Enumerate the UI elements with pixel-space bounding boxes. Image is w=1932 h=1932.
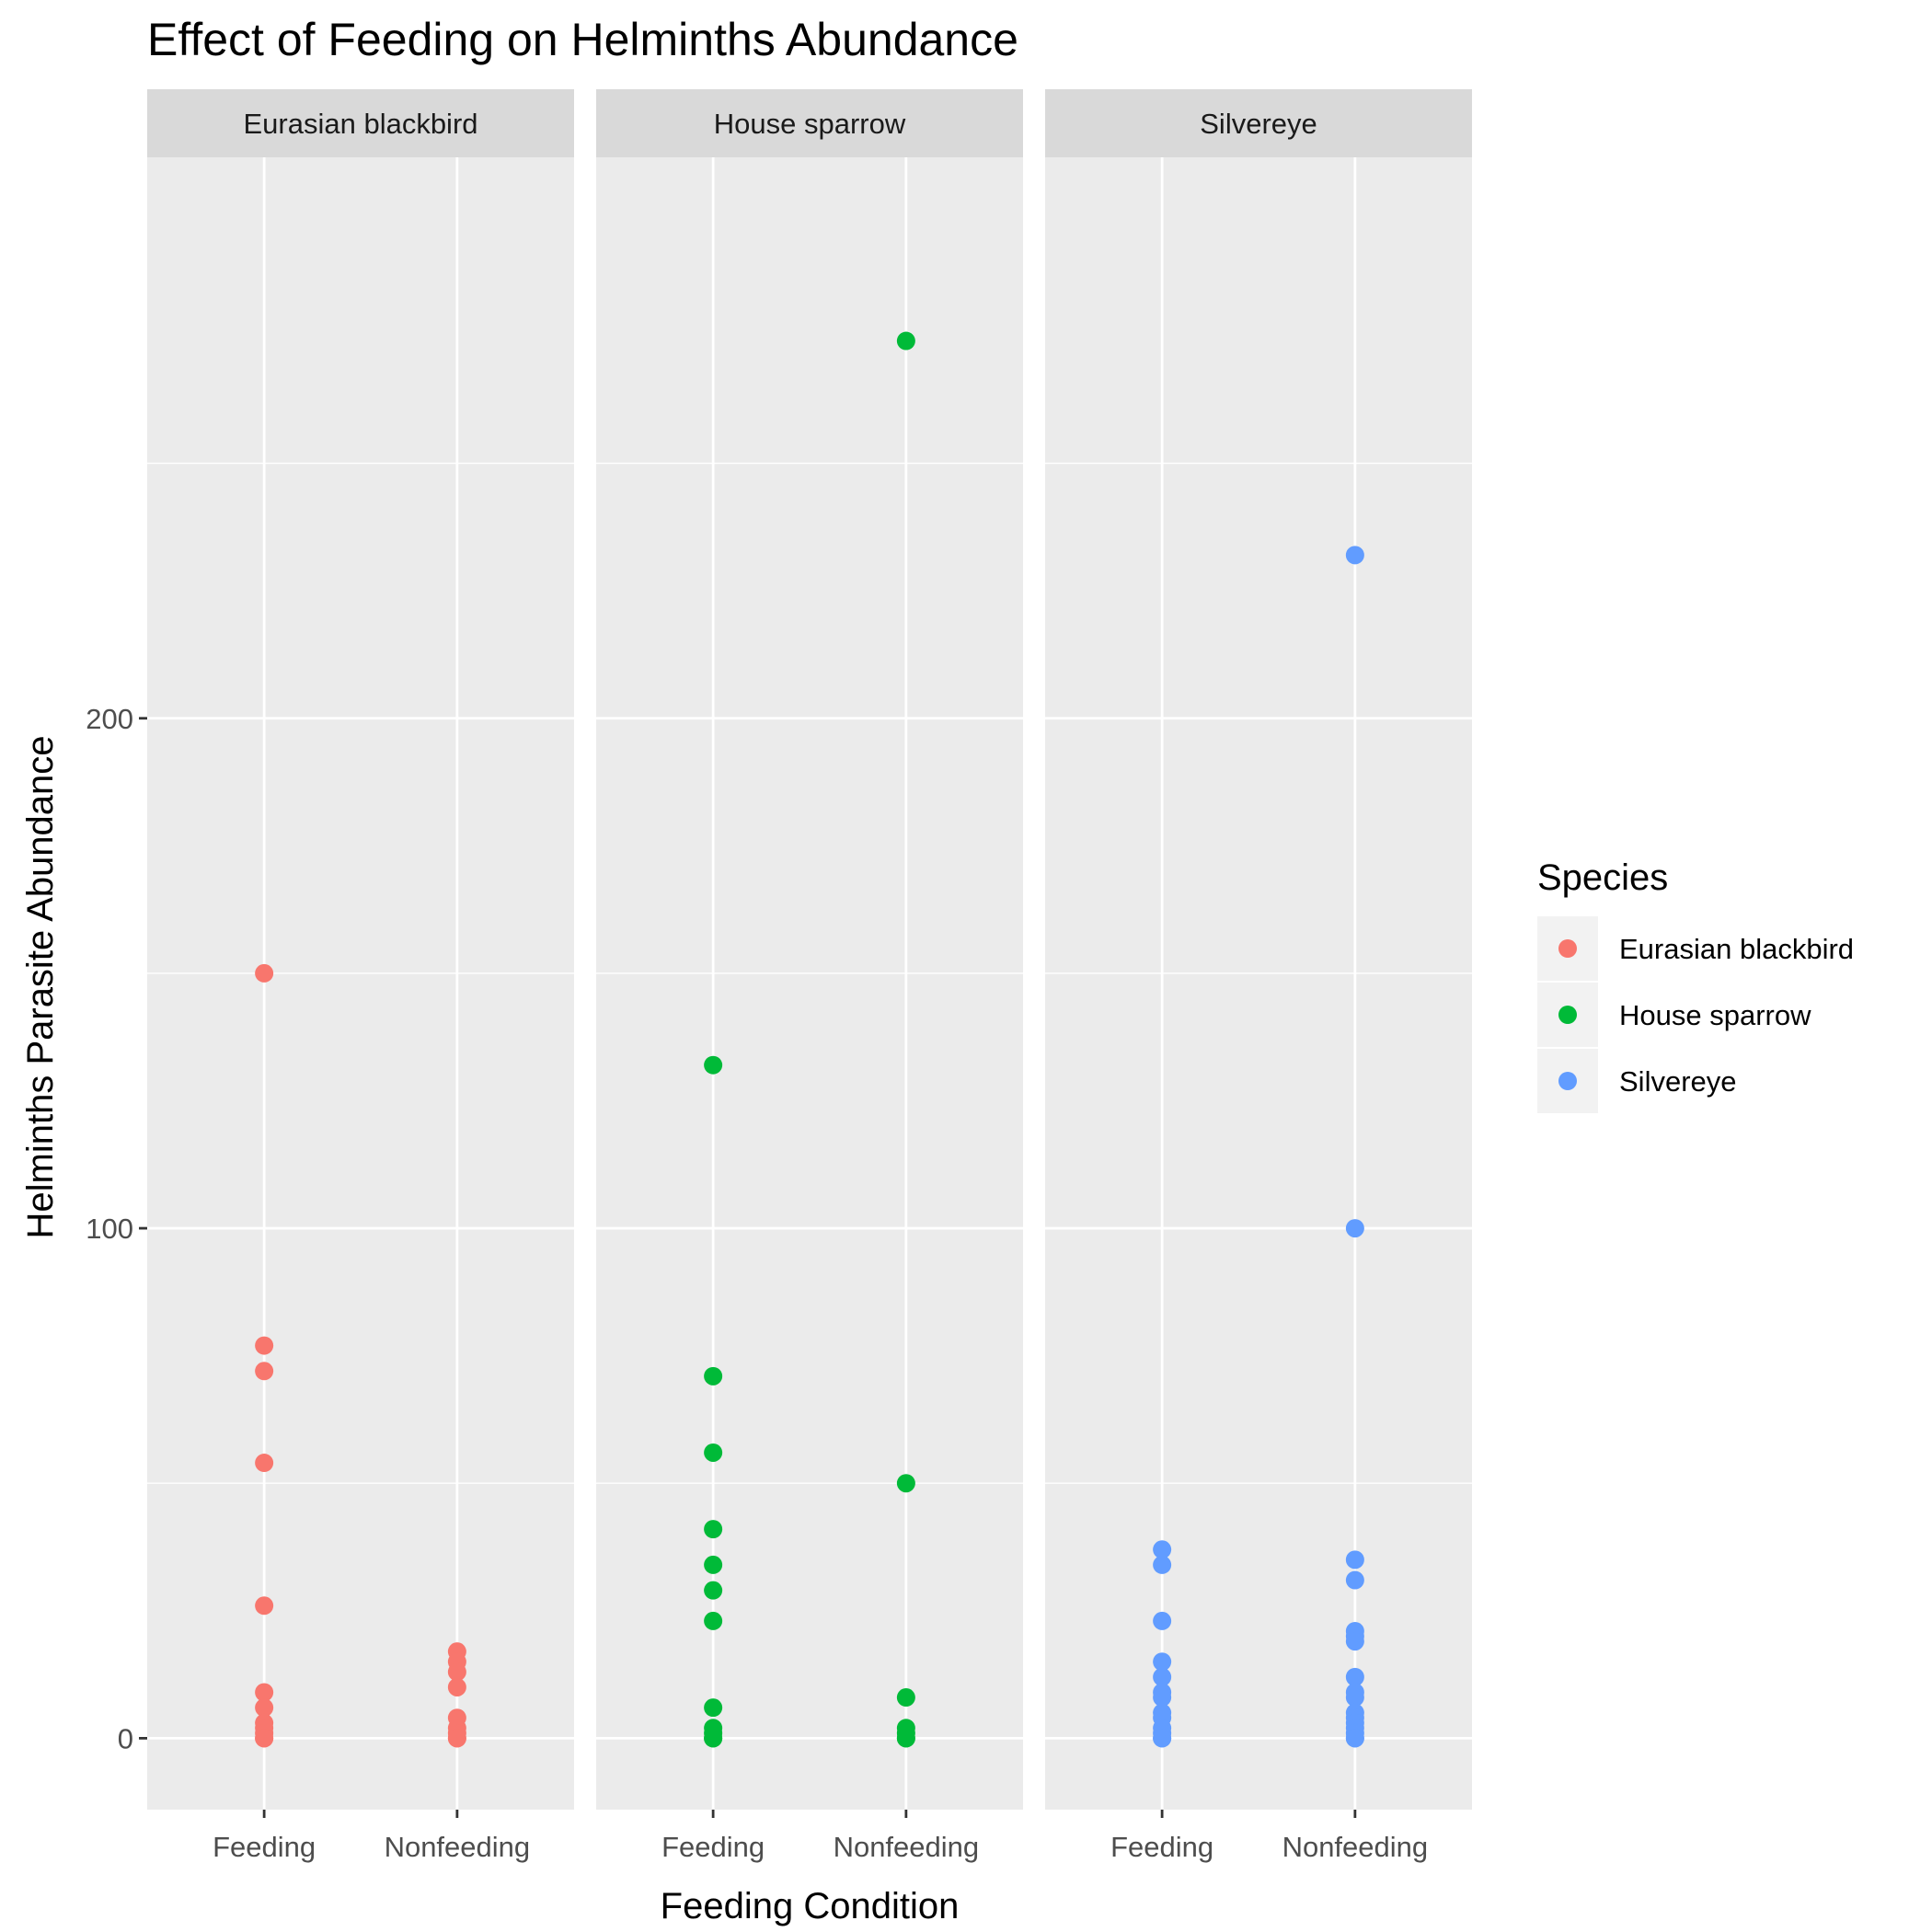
data-point xyxy=(1345,1667,1364,1686)
data-point xyxy=(896,1474,915,1493)
data-point xyxy=(896,1729,915,1748)
panel-house-sparrow: House sparrow xyxy=(596,89,1023,1810)
facet-strip-label: Eurasian blackbird xyxy=(243,108,477,140)
legend-entries: Eurasian blackbird House sparrow Silvereye xyxy=(1537,916,1854,1113)
data-point xyxy=(255,1729,274,1748)
legend-entry-house-sparrow: House sparrow xyxy=(1537,983,1811,1047)
data-point xyxy=(1153,1652,1172,1672)
x-tick-label: Feeding xyxy=(661,1831,765,1863)
y-axis: 0 100 200 xyxy=(86,703,147,1754)
legend: Species Eurasian blackbird House sparrow S… xyxy=(1537,857,1854,1113)
data-point xyxy=(1345,1219,1364,1238)
data-point xyxy=(704,1611,723,1630)
legend-title: Species xyxy=(1537,857,1668,898)
data-point xyxy=(447,1677,466,1696)
legend-label: Eurasian blackbird xyxy=(1619,933,1854,965)
data-point xyxy=(1345,1550,1364,1570)
x-tick-label: Feeding xyxy=(213,1831,316,1863)
legend-marker xyxy=(1558,1072,1577,1090)
data-point xyxy=(1345,1570,1364,1590)
data-point xyxy=(255,1596,274,1616)
data-point xyxy=(704,1443,723,1462)
legend-entry-silvereye: Silvereye xyxy=(1537,1049,1737,1113)
panel-background xyxy=(596,157,1023,1810)
facet-strip xyxy=(147,89,574,157)
data-point xyxy=(255,963,274,983)
x-tick-label: Nonfeeding xyxy=(834,1831,980,1863)
data-point xyxy=(1153,1555,1172,1574)
facet-strip xyxy=(596,89,1023,157)
x-axis-title: Feeding Condition xyxy=(661,1886,960,1926)
data-point xyxy=(1153,1729,1172,1748)
panels-layer: Eurasian blackbird House sparrow Silvereye xyxy=(147,89,1472,1810)
panel-silvereye: Silvereye xyxy=(1045,89,1472,1810)
data-point xyxy=(1345,1632,1364,1651)
data-point xyxy=(896,331,915,351)
y-tick-label: 0 xyxy=(118,1722,133,1754)
legend-marker xyxy=(1558,1006,1577,1024)
legend-entry-eurasian-blackbird: Eurasian blackbird xyxy=(1537,916,1854,981)
legend-marker xyxy=(1558,939,1577,958)
data-point xyxy=(704,1729,723,1748)
chart-title: Effect of Feeding on Helminths Abundance xyxy=(147,14,1018,65)
data-point xyxy=(704,1055,723,1075)
data-point xyxy=(896,1688,915,1708)
panel-eurasian-blackbird: Eurasian blackbird xyxy=(147,89,574,1810)
data-point xyxy=(1153,1540,1172,1559)
legend-label: House sparrow xyxy=(1619,999,1811,1031)
x-tick-label: Nonfeeding xyxy=(385,1831,531,1863)
x-tick-label: Feeding xyxy=(1110,1831,1213,1863)
data-point xyxy=(1153,1611,1172,1630)
data-point xyxy=(704,1698,723,1718)
panel-background xyxy=(1045,157,1472,1810)
facet-strip-label: House sparrow xyxy=(714,108,906,140)
y-axis-title: Helminths Parasite Abundance xyxy=(20,736,61,1239)
data-point xyxy=(704,1520,723,1539)
data-point xyxy=(1153,1688,1172,1708)
data-point xyxy=(704,1555,723,1574)
data-point xyxy=(1345,546,1364,565)
data-point xyxy=(1153,1667,1172,1686)
y-tick-label: 100 xyxy=(86,1213,133,1245)
data-point xyxy=(255,1454,274,1473)
data-point xyxy=(447,1662,466,1682)
data-point xyxy=(704,1581,723,1600)
data-point xyxy=(1345,1688,1364,1708)
data-point xyxy=(447,1729,466,1748)
data-point xyxy=(255,1683,274,1702)
data-point xyxy=(255,1362,274,1381)
data-point xyxy=(255,1336,274,1355)
y-tick-label: 200 xyxy=(86,703,133,735)
legend-label: Silvereye xyxy=(1619,1065,1737,1098)
data-point xyxy=(704,1366,723,1386)
facet-strip xyxy=(1045,89,1472,157)
facet-strip-label: Silvereye xyxy=(1200,108,1317,140)
data-point xyxy=(255,1698,274,1718)
x-tick-label: Nonfeeding xyxy=(1282,1831,1429,1863)
x-axis: Feeding Nonfeeding Feeding Nonfeeding Feedin… xyxy=(213,1810,1428,1863)
data-point xyxy=(1345,1729,1364,1748)
panel-background xyxy=(147,157,574,1810)
